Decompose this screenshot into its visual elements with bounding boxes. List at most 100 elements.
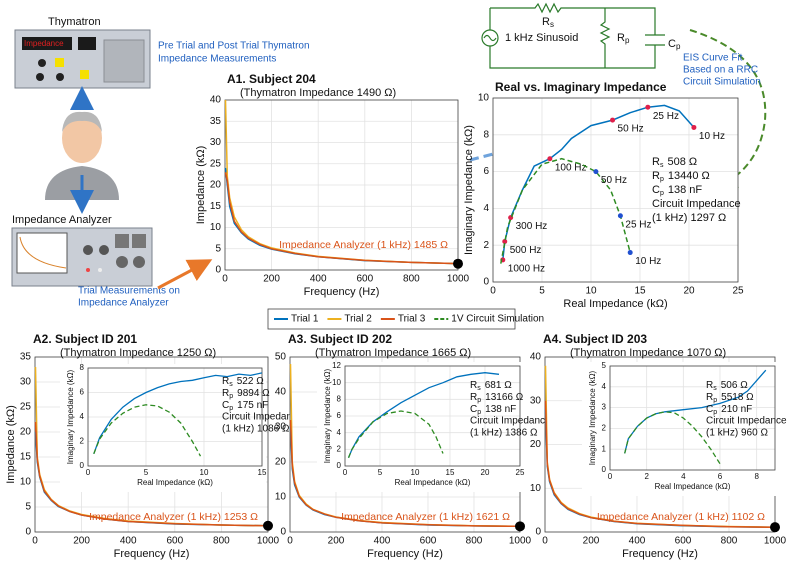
series-line [347, 410, 444, 458]
y-tick-label: 30 [530, 395, 542, 406]
x-tick-label: 800 [721, 536, 738, 547]
x-tick-label: 5 [378, 468, 383, 477]
analyzer-note: Impedance Analyzer [78, 298, 169, 309]
x-tick-label: 1000 [257, 536, 280, 547]
analyzer-title: Impedance Analyzer [12, 214, 112, 226]
y-tick-label: 50 [275, 352, 287, 363]
point-marker [627, 250, 633, 256]
axes-frame [34, 356, 269, 533]
fit-value: 506 Ω [721, 380, 748, 391]
circuit-rs: Rs [542, 16, 554, 29]
y-tick-label: 0 [535, 527, 541, 538]
y-tick-label: 5 [215, 243, 221, 254]
subscript: s [660, 162, 664, 169]
y-tick-label: 0 [25, 527, 31, 538]
x-axis-label: Frequency (Hz) [114, 548, 190, 560]
circuit-impedance: (1 kHz) 1086 Ω [222, 424, 290, 435]
circuit-impedance: Circuit Impedance [222, 412, 303, 423]
symbol: C [222, 400, 229, 411]
series-line [93, 404, 202, 457]
annotation: Impedance Analyzer (1 kHz) 1253 Ω [89, 511, 258, 523]
fit-parameter: Rp 13166 Ω [470, 392, 524, 404]
subscript: s [229, 381, 233, 388]
analyzer-point [453, 258, 463, 269]
x-axis-label: Frequency (Hz) [367, 548, 443, 560]
thymatron-note: Pre Trial and Post Trial Thymatron [158, 41, 310, 52]
analyzer-point [770, 522, 780, 533]
x-tick-label: 1000 [447, 274, 470, 285]
point-marker [617, 213, 623, 219]
series-line [544, 400, 776, 528]
symbol: R [470, 380, 477, 391]
fit-value: 508 Ω [667, 156, 697, 168]
fit-parameter: Cp 175 nF [222, 400, 268, 412]
circuit-rp: Rp [617, 32, 630, 45]
y-tick-label: 5 [602, 361, 607, 370]
x-tick-label: 600 [675, 536, 692, 547]
y-tick-label: 8 [337, 394, 342, 403]
symbol: R [222, 388, 229, 399]
y-tick-label: 20 [530, 439, 542, 450]
fit-value: 681 Ω [485, 380, 512, 391]
fit-parameter: Rp 5518 Ω [706, 392, 754, 404]
y-tick-label: 40 [530, 352, 542, 363]
y-tick-label: 4 [80, 412, 85, 421]
y-tick-label: 6 [337, 411, 342, 420]
subscript: p [477, 397, 481, 404]
point-marker [610, 117, 616, 123]
y-tick-label: 6 [80, 388, 85, 397]
subscript: p [229, 393, 233, 400]
symbol: R [706, 392, 713, 403]
circuit-note: Based on a RRC [683, 65, 758, 76]
symbol: R [652, 156, 660, 168]
chart-subtitle: (Thymatron Impedance 1250 Ω) [60, 347, 216, 359]
x-axis-label: Real Impedance (kΩ) [395, 478, 471, 487]
x-tick-label: 25 [732, 286, 744, 297]
fit-value: 522 Ω [237, 376, 264, 387]
axes-frame [224, 99, 459, 271]
x-tick-label: 400 [629, 536, 646, 547]
symbol: C [652, 184, 660, 196]
thymatron-screen: Impedance [24, 39, 64, 48]
fit-parameter: Rp 9894 Ω [222, 388, 270, 400]
series-line [500, 157, 631, 264]
thymatron-device [14, 29, 151, 89]
x-tick-label: 1000 [764, 536, 787, 547]
x-tick-label: 1000 [509, 536, 532, 547]
y-tick-label: 3 [602, 403, 607, 412]
circuit-impedance: Circuit Impedance [652, 198, 741, 210]
y-tick-label: 4 [602, 382, 607, 391]
point-label: 1000 Hz [508, 264, 545, 275]
x-tick-label: 0 [343, 468, 348, 477]
subscript: s [550, 20, 554, 29]
fit-value: 175 nF [237, 400, 268, 411]
chart-title: A2. Subject ID 201 [33, 332, 137, 346]
x-tick-label: 10 [411, 468, 420, 477]
axes-frame [344, 365, 521, 467]
subscript: p [477, 409, 481, 416]
x-tick-label: 20 [481, 468, 490, 477]
symbol: C [668, 38, 676, 50]
x-tick-label: 0 [287, 536, 293, 547]
x-axis-label: Real Impedance (kΩ) [655, 482, 731, 491]
x-tick-label: 0 [490, 286, 496, 297]
legend-label: Trial 1 [291, 314, 319, 325]
y-axis-label: Imaginary Impedance (kΩ) [66, 369, 75, 464]
x-tick-label: 200 [263, 274, 280, 285]
y-tick-label: 0 [483, 277, 489, 288]
point-label: 100 Hz [555, 162, 587, 173]
circuit-impedance: Circuit Impedance [706, 416, 787, 427]
series-line [624, 411, 721, 465]
point-label: 25 Hz [625, 219, 651, 230]
point-marker [502, 239, 508, 245]
legend-label: Trial 2 [344, 314, 372, 325]
x-tick-label: 800 [403, 274, 420, 285]
analyzer-note: Trial Measurements on [78, 286, 180, 297]
x-axis-label: Real Impedance (kΩ) [563, 298, 667, 310]
point-marker [691, 124, 697, 130]
x-tick-label: 25 [516, 468, 525, 477]
series-line [93, 372, 263, 455]
x-tick-label: 600 [356, 274, 373, 285]
subscript: p [713, 409, 717, 416]
y-tick-label: 0 [337, 461, 342, 470]
